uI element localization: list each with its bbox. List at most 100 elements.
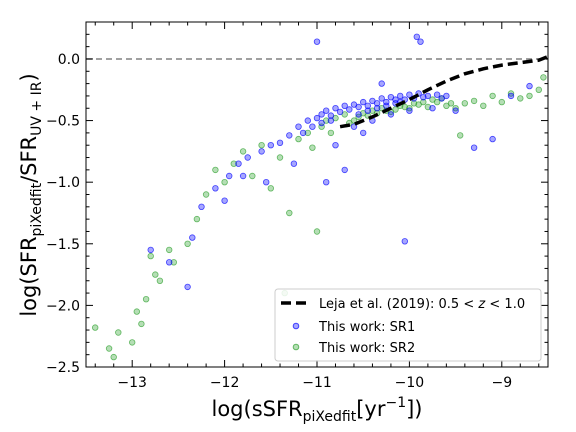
sr1-point	[165, 259, 173, 266]
sr2-point	[239, 148, 247, 155]
sr2-point	[392, 106, 399, 113]
sr1-point	[225, 172, 233, 180]
sr2-point	[267, 185, 274, 192]
legend-sr1-marker	[292, 322, 300, 330]
sr1-point	[470, 144, 478, 151]
sr1-point	[420, 93, 427, 101]
sr2-point	[429, 96, 436, 103]
sr1-point	[424, 92, 432, 100]
sr2-point	[480, 102, 487, 109]
sr1-point	[313, 114, 321, 122]
sr1-point	[299, 129, 307, 137]
legend-sr2-marker	[292, 343, 300, 351]
legend-box	[274, 288, 542, 362]
sr2-point	[221, 178, 228, 186]
sr1-point	[489, 135, 496, 143]
y-tick-label: 0.0	[58, 52, 80, 68]
sr1-point	[364, 107, 371, 114]
sr2-point	[420, 98, 427, 106]
sr1-point	[323, 107, 330, 114]
leja-line	[339, 54, 549, 129]
sr2-point	[230, 160, 237, 167]
x-tick-label: −11	[302, 375, 332, 391]
legend: Leja et al. (2019): 0.5 < z < 1.0 This w…	[274, 288, 542, 362]
y-axis-label: log(SFRpiXedfit/SFRUV + IR)	[17, 73, 45, 316]
legend-leja-label: Leja et al. (2019): 0.5 < z < 1.0	[319, 297, 525, 312]
sr2-point	[309, 144, 316, 151]
sr2-point	[535, 86, 542, 93]
sr1-point	[309, 123, 316, 130]
sr1-point	[189, 234, 196, 241]
sr2-point	[327, 129, 335, 137]
sr1-point	[239, 172, 247, 180]
sr1-point	[341, 166, 348, 174]
sr1-point	[406, 107, 413, 114]
sr2-point	[489, 92, 496, 100]
sr1-point	[258, 148, 265, 155]
sr2-point	[304, 129, 311, 137]
sr2-point	[184, 240, 191, 247]
sr1-point	[318, 119, 325, 127]
sr1-point	[323, 178, 330, 186]
sr1-point	[433, 91, 441, 98]
x-axis-label: log(sSFRpiXedfit[yr−1])	[212, 395, 423, 425]
sr2-point	[517, 95, 524, 102]
sr1-point	[221, 197, 228, 204]
sr2-point	[115, 329, 122, 336]
sr2-point	[156, 277, 164, 284]
sr1-point	[438, 95, 445, 102]
sr2-point	[142, 296, 150, 303]
sr1-point	[397, 92, 404, 100]
sr1-point	[355, 103, 362, 111]
sr2-point	[152, 271, 159, 278]
sr1-point	[429, 104, 436, 112]
sr2-point	[295, 135, 302, 143]
sr1-point	[295, 123, 302, 130]
sr1-point	[313, 38, 321, 45]
sr2-point	[133, 308, 140, 315]
sr2-point	[110, 353, 117, 361]
sr1-point	[235, 160, 242, 167]
sr1-point	[318, 111, 325, 118]
sr1-point	[355, 111, 362, 118]
sr1-point	[198, 203, 205, 210]
x-tick-label: −12	[210, 375, 240, 391]
sr1-point	[452, 107, 459, 114]
sr2-point	[170, 259, 177, 266]
sr2-point	[147, 252, 154, 260]
series-sr1	[147, 33, 533, 291]
sr1-point	[286, 132, 293, 139]
sr1-point	[276, 139, 284, 146]
sr1-point	[263, 178, 270, 186]
sr2-point	[286, 209, 293, 217]
sr1-point	[332, 141, 339, 149]
sr2-point	[276, 154, 284, 161]
plot-area	[86, 33, 549, 361]
sr2-point	[202, 191, 210, 198]
x-tick-label: −10	[395, 375, 425, 391]
sr2-point	[470, 97, 478, 105]
sr2-point	[138, 320, 145, 328]
legend-sr1-label: This work: SR1	[318, 320, 415, 335]
sr1-point	[406, 91, 413, 98]
axis-ticks	[86, 22, 548, 368]
sr1-point	[413, 33, 420, 40]
sr1-point	[267, 141, 274, 149]
sr2-point	[249, 172, 256, 180]
sr1-point	[387, 111, 395, 118]
sr2-point	[461, 100, 468, 107]
sr2-point	[165, 246, 173, 254]
legend-sr2-label: This work: SR2	[318, 341, 415, 356]
sr1-point	[401, 238, 408, 245]
sr2-point	[401, 103, 408, 111]
sr2-point	[128, 339, 136, 346]
sr1-point	[507, 92, 515, 100]
y-tick-label: −1.0	[46, 175, 80, 191]
sr2-point	[258, 141, 265, 149]
axis-tick-labels: −13 −12 −11 −10 −9 0.0 −0.5 −1.0 −1.5 −2.0 −2.5	[46, 52, 512, 391]
sr2-point	[410, 100, 418, 107]
sr1-point	[526, 82, 533, 90]
sr2-point	[193, 215, 201, 223]
sr2-point	[313, 228, 321, 235]
